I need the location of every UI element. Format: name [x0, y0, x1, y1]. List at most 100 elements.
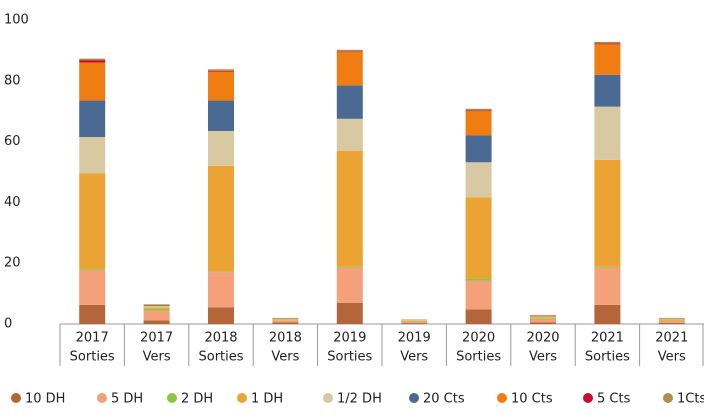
legend-swatch: [583, 393, 593, 403]
bar-segment: [659, 319, 685, 320]
bar-segment: [594, 268, 620, 305]
legend-label: 1/2 DH: [337, 392, 382, 407]
x-tick-label: 2021: [591, 331, 624, 346]
bar-segment: [208, 72, 234, 101]
legend-label: 1 DH: [251, 392, 283, 407]
legend-swatch: [323, 393, 333, 403]
bar-segment: [79, 63, 105, 101]
bar-segment: [466, 110, 492, 111]
bar-segment: [208, 272, 234, 307]
legend-label: 1Cts: [677, 392, 704, 407]
y-tick-label: 0: [4, 317, 12, 332]
bar-segment: [208, 71, 234, 72]
bar-segment: [208, 69, 234, 71]
x-tick-label: 2017: [140, 331, 173, 346]
bar-segment: [272, 322, 298, 324]
bar-segment: [530, 315, 556, 316]
x-tick-label: 2021: [655, 331, 688, 346]
x-tick-label: 2020: [462, 331, 495, 346]
x-tick-label: Vers: [529, 350, 557, 365]
bar-segment: [466, 136, 492, 163]
bar-segment: [401, 320, 427, 321]
y-tick-label: 40: [4, 195, 21, 210]
bar-segment: [594, 43, 620, 44]
bar-segment: [337, 268, 363, 303]
bar-segment: [208, 307, 234, 324]
bar-segment: [79, 269, 105, 270]
legend-label: 10 Cts: [511, 392, 553, 407]
bar-segment: [530, 322, 556, 324]
bar-segment: [594, 107, 620, 160]
bar-segment: [466, 281, 492, 310]
legend-label: 5 Cts: [597, 392, 631, 407]
x-tick-label: 2019: [398, 331, 431, 346]
bar-segment: [530, 316, 556, 317]
bar-segment: [466, 162, 492, 197]
bar-segment: [79, 101, 105, 137]
bar-segment: [594, 42, 620, 44]
legend-swatch: [11, 393, 21, 403]
x-tick-label: 2018: [269, 331, 302, 346]
x-tick-label: Sorties: [456, 350, 501, 365]
y-tick-label: 60: [4, 134, 21, 149]
bar-segment: [466, 278, 492, 280]
bar-segment: [401, 323, 427, 324]
bar-segment: [594, 267, 620, 268]
x-tick-label: 2017: [76, 331, 109, 346]
bar-segment: [144, 306, 170, 307]
bar-segment: [208, 272, 234, 273]
bar-segment: [144, 307, 170, 309]
bar-segment: [79, 137, 105, 173]
bar-segment: [466, 111, 492, 135]
x-tick-label: Sorties: [70, 350, 115, 365]
x-tick-label: Vers: [658, 350, 686, 365]
bar-segment: [594, 160, 620, 267]
legend-swatch: [97, 393, 107, 403]
legend-swatch: [497, 393, 507, 403]
bar-segment: [79, 270, 105, 305]
bar-segment: [79, 59, 105, 61]
bar-segment: [144, 305, 170, 306]
legend-swatch: [237, 393, 247, 403]
bar-segment: [594, 75, 620, 107]
legend-label: 20 Cts: [423, 392, 465, 407]
x-tick-label: Vers: [400, 350, 428, 365]
bar-segment: [144, 311, 170, 321]
bar-segment: [144, 305, 170, 306]
legend-label: 5 DH: [111, 392, 143, 407]
bar-segment: [79, 305, 105, 324]
bar-segment: [337, 267, 363, 268]
bar-segment: [530, 317, 556, 319]
bar-segment: [79, 60, 105, 62]
bar-segment: [659, 321, 685, 323]
bar-segment: [144, 309, 170, 311]
bar-segment: [337, 151, 363, 267]
bar-segment: [594, 305, 620, 324]
bar-segment: [466, 109, 492, 111]
bar-segment: [530, 319, 556, 320]
x-tick-label: Sorties: [585, 350, 630, 365]
x-tick-label: 2019: [333, 331, 366, 346]
bar-segment: [144, 320, 170, 324]
bar-segment: [337, 52, 363, 85]
y-tick-label: 20: [4, 256, 21, 271]
y-tick-label: 100: [4, 13, 29, 28]
x-tick-label: 2020: [526, 331, 559, 346]
x-tick-label: Sorties: [327, 350, 372, 365]
legend-label: 2 DH: [181, 392, 213, 407]
x-tick-label: Sorties: [198, 350, 243, 365]
bar-segment: [337, 303, 363, 324]
bar-segment: [208, 131, 234, 166]
legend-swatch: [167, 393, 177, 403]
x-tick-label: 2018: [204, 331, 237, 346]
legend-label: 10 DH: [25, 392, 65, 407]
bar-segment: [466, 197, 492, 278]
x-tick-label: Vers: [143, 350, 171, 365]
bar-segment: [466, 309, 492, 324]
legend-swatch: [409, 393, 419, 403]
bar-segment: [659, 319, 685, 320]
legend-swatch: [663, 393, 673, 403]
bar-segment: [530, 316, 556, 317]
bar-segment: [79, 174, 105, 269]
